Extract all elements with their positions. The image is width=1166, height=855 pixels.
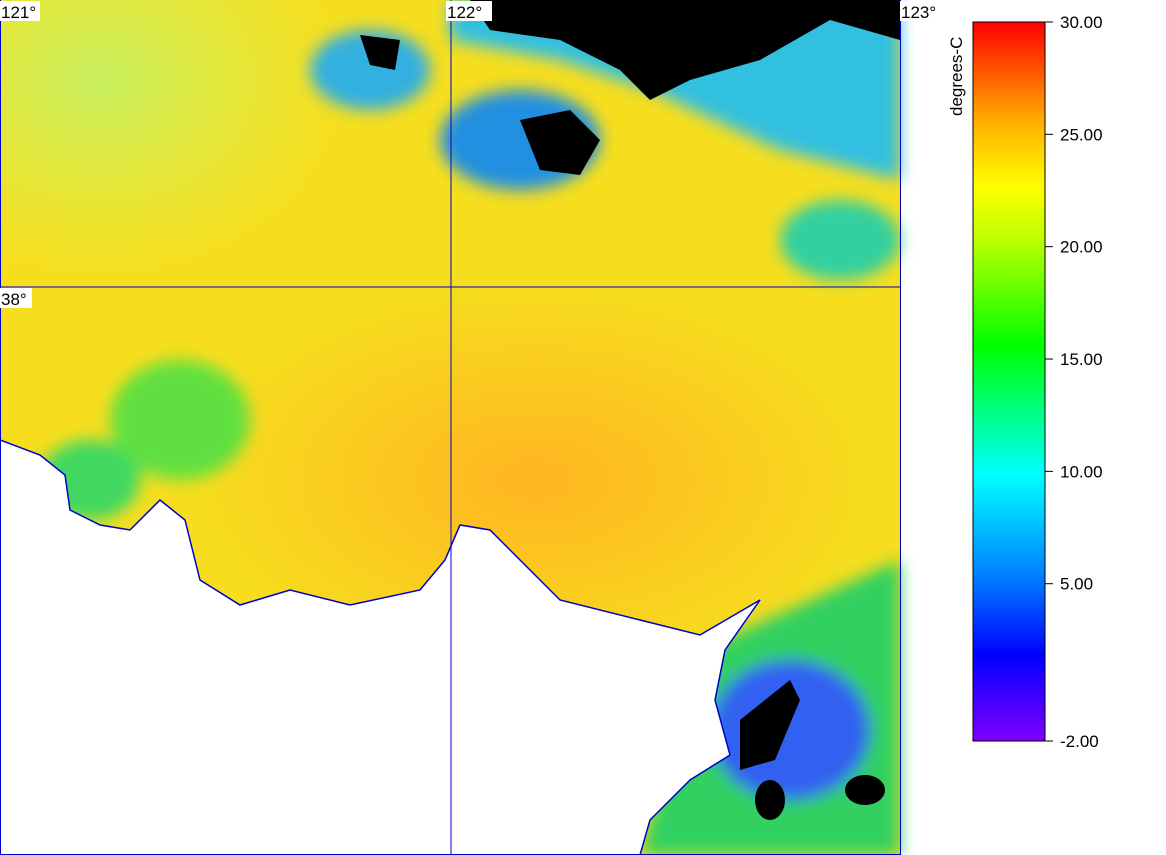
sst-image — [0, 0, 900, 855]
colorbar-tick-label: -2.00 — [1060, 732, 1099, 751]
colorbar-tick-label: 5.00 — [1060, 575, 1093, 594]
colorbar-ramp — [972, 21, 1046, 742]
lon-label: 121° — [1, 3, 36, 22]
lon-label: 123° — [901, 3, 936, 22]
label-box — [446, 1, 492, 21]
graticule: 121° 122° 123° 38° — [0, 0, 942, 855]
colorbar-tick-label: 15.00 — [1060, 350, 1103, 369]
colorbar-tick-label: 20.00 — [1060, 238, 1103, 257]
label-box — [0, 288, 32, 308]
colorbar-tick-label: 30.00 — [1060, 13, 1103, 32]
label-box — [0, 1, 40, 21]
lat-label: 38° — [1, 290, 27, 309]
colorbar-label: degrees-C — [947, 37, 966, 116]
colorbar-tick-label: 10.00 — [1060, 462, 1103, 481]
label-box — [900, 1, 942, 21]
colorbar-tick-label: 25.00 — [1060, 125, 1103, 144]
colorbar: degrees-C 30.00 25.00 20.00 15.00 10.00 5.00 -… — [947, 13, 1103, 751]
lon-label: 122° — [447, 3, 482, 22]
